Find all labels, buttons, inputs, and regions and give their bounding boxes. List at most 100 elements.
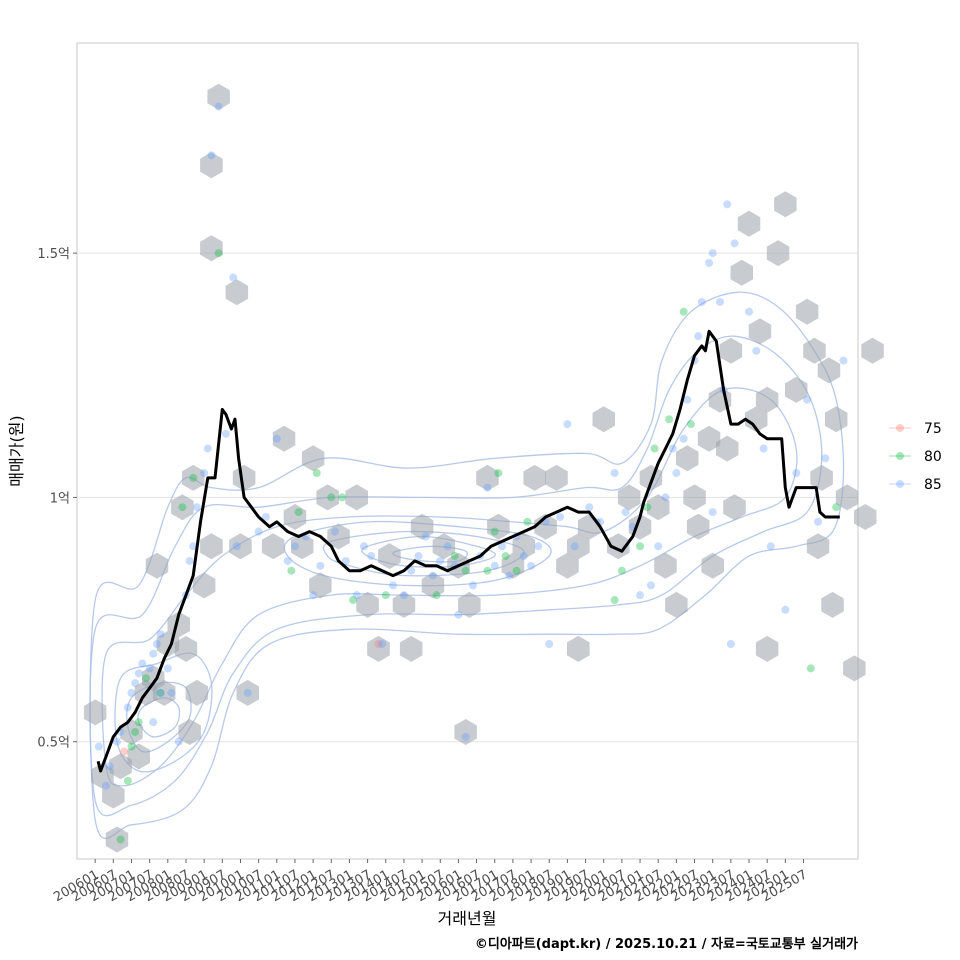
trend-line-layer [96,329,840,773]
point-85 [378,640,387,649]
point-85 [221,429,230,438]
point-85 [185,556,194,565]
point-85 [498,542,507,551]
point-80 [610,596,619,605]
hexbin-cell [272,425,296,452]
hexbin-cell [309,572,332,599]
point-85 [243,688,252,697]
point-80 [127,742,136,751]
point-85 [105,762,114,771]
point-85 [174,737,183,746]
point-85 [272,434,281,443]
hexbin-cell [523,464,546,491]
point-80 [501,552,510,561]
point-75 [374,640,383,649]
hexbin-cell [454,719,477,745]
hexbin-cell [512,533,536,560]
legend-key-point [896,452,904,460]
hexbin-cell [647,494,670,521]
point-85 [527,561,536,570]
legend-key-point [896,424,904,432]
hexbin-cell [192,572,216,599]
hexbin-cell [716,435,739,462]
point-85 [646,581,655,590]
point-85 [330,527,339,536]
point-85 [229,273,238,282]
hexbin-cell [774,191,797,218]
point-85 [421,532,430,541]
hexbin-cell [120,719,143,745]
point-80 [665,415,674,424]
density-contour [101,387,798,787]
point-85 [399,591,408,600]
hexbin-cell [824,406,848,433]
point-85 [283,556,292,565]
point-85 [200,468,209,477]
legend-label: 85 [924,477,942,493]
hexbin-cell [806,533,830,560]
hexbin-cell [152,679,176,706]
point-85 [683,395,692,404]
point-75 [120,747,129,756]
legend-key-point [896,480,904,488]
point-80 [327,493,336,502]
point-85 [759,444,768,453]
point-85 [752,346,761,355]
point-85 [290,542,299,551]
hexbin-cell [755,386,779,413]
hexbin-cell [501,552,525,579]
y-tick-label: 1억 [50,491,70,506]
hexbin-cell [545,464,568,491]
point-80 [294,508,303,517]
hexbin-layer [83,83,884,853]
point-85 [708,508,717,517]
point-85 [621,508,630,517]
hexbin-cell [225,279,249,306]
point-85 [261,512,270,521]
hexbin-cell [701,552,724,579]
hexbin-cell [316,484,339,511]
hexbin-cell [229,533,252,560]
point-85 [708,249,717,258]
hexbin-cell [91,762,114,789]
hexbin-cell [686,513,710,540]
legend-label: 80 [924,449,942,465]
point-85 [570,542,579,551]
point-80 [312,468,321,477]
point-85 [341,556,350,565]
point-85 [723,200,732,209]
point-80 [381,591,390,600]
point-85 [454,610,463,619]
hexbin-cell [291,533,314,560]
y-axis-title: 매매가(원) [7,415,26,486]
point-85 [694,332,703,341]
hexbin-cell [556,552,579,579]
point-80 [142,674,151,683]
point-85 [149,649,158,658]
point-85 [821,454,830,463]
point-85 [781,605,790,614]
point-85 [156,630,165,639]
hexbin-cell [236,679,259,706]
point-85 [123,703,132,712]
hexbin-cell [835,484,859,511]
point-80 [123,776,132,785]
hexbin-cell [476,464,499,491]
point-85 [654,542,663,551]
density-contour [114,652,213,773]
hexbin-cell [327,523,350,550]
point-80 [189,473,198,482]
hexbin-cell [617,484,641,511]
hexbin-cell [182,464,205,491]
hexbin-cell [185,679,209,706]
hexbin-cell [458,591,481,618]
y-tick-label: 1.5억 [37,247,70,262]
point-85 [563,420,572,429]
point-80 [287,566,296,575]
point-80 [494,468,503,477]
hexbin-cell [607,533,630,560]
point-85 [545,640,554,649]
point-85 [483,483,492,492]
hexbin-cell [748,318,772,345]
